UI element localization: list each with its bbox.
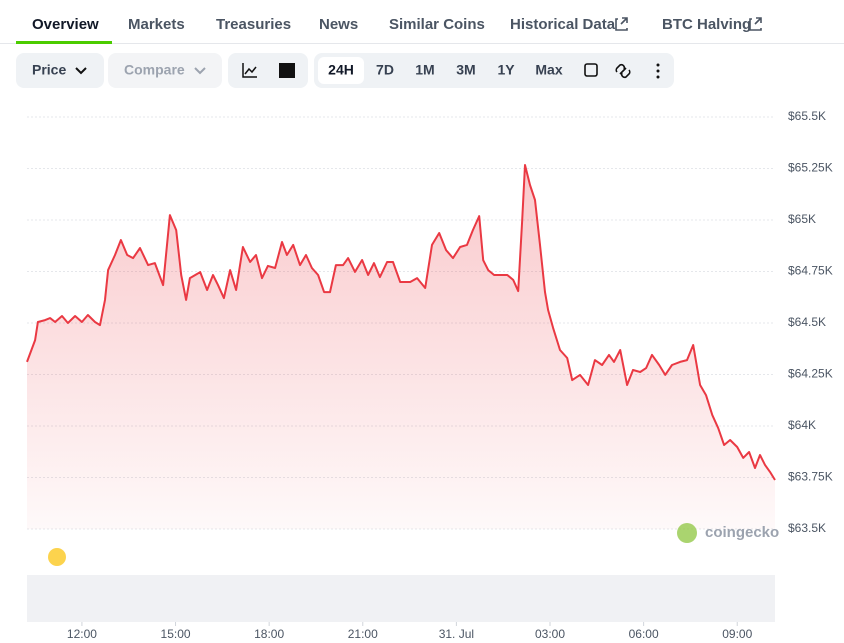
- range-button[interactable]: 24H: [328, 62, 354, 78]
- y-tick-label: $65.5K: [788, 109, 826, 123]
- external-link-icon: [749, 17, 762, 31]
- line-chart-icon[interactable]: [242, 63, 257, 78]
- price-label: Price: [32, 62, 66, 78]
- price-line: [26, 164, 776, 481]
- link-icon[interactable]: [615, 63, 631, 79]
- y-tick-label: $64.25K: [788, 367, 833, 381]
- compare-label: Compare: [124, 62, 185, 78]
- watermark: coingecko: [705, 524, 779, 541]
- x-tick-label: 31. Jul: [439, 627, 474, 641]
- range-button[interactable]: 3M: [456, 62, 475, 78]
- active-tab-underline: [16, 41, 112, 44]
- more-icon[interactable]: [656, 63, 660, 79]
- price-button[interactable]: [16, 53, 104, 88]
- tab[interactable]: BTC Halving: [662, 16, 751, 33]
- watermark-logo: [677, 523, 697, 543]
- y-tick-label: $65K: [788, 212, 816, 226]
- x-tick-label: 03:00: [535, 627, 565, 641]
- y-tick-label: $63.75K: [788, 470, 833, 484]
- tradingview-icon[interactable]: [279, 63, 295, 78]
- x-tick-label: 06:00: [629, 627, 659, 641]
- volume-band: [27, 575, 775, 622]
- tab[interactable]: News: [319, 16, 358, 33]
- external-link-icon: [615, 17, 628, 31]
- x-tick-label: 15:00: [161, 627, 191, 641]
- y-tick-label: $64.75K: [788, 264, 833, 278]
- chart-type-group: [228, 53, 308, 88]
- x-tick-label: 21:00: [348, 627, 378, 641]
- range-group: [314, 53, 674, 88]
- calendar-icon[interactable]: [584, 63, 598, 77]
- x-tick-label: 09:00: [722, 627, 752, 641]
- tab[interactable]: Treasuries: [216, 16, 291, 33]
- y-tick-label: $65.25K: [788, 161, 833, 175]
- range-button[interactable]: 1Y: [497, 62, 515, 78]
- price-area: [27, 165, 775, 529]
- y-tick-label: $64K: [788, 418, 816, 432]
- x-tick-label: 12:00: [67, 627, 97, 641]
- compare-button[interactable]: [108, 53, 222, 88]
- range-button[interactable]: Max: [535, 62, 562, 78]
- x-tick-label: 18:00: [254, 627, 284, 641]
- tab[interactable]: Historical Data: [510, 16, 616, 33]
- chevron: [194, 67, 206, 75]
- range-button[interactable]: 7D: [376, 62, 394, 78]
- event-marker[interactable]: [48, 548, 66, 566]
- y-tick-label: $64.5K: [788, 315, 826, 329]
- tab[interactable]: Overview: [32, 16, 99, 33]
- tab[interactable]: Similar Coins: [389, 16, 485, 33]
- y-tick-label: $63.5K: [788, 521, 826, 535]
- chevron: [75, 67, 87, 75]
- tab[interactable]: Markets: [128, 16, 185, 33]
- selected-range: [318, 57, 364, 84]
- range-button[interactable]: 1M: [415, 62, 434, 78]
